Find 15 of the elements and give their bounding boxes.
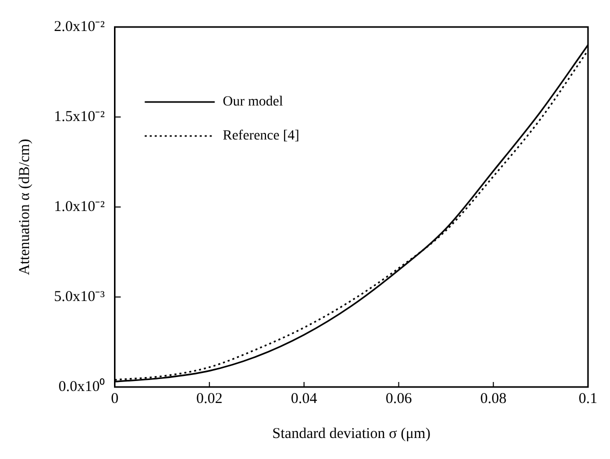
y-tick-label: 2.0x10⁻² — [54, 18, 106, 35]
x-tick-label: 0.02 — [196, 390, 223, 407]
x-tick-label: 0.08 — [480, 390, 506, 407]
x-tick-label: 0.06 — [386, 390, 412, 407]
y-tick-label: 1.0x10⁻² — [54, 198, 106, 215]
x-axis-title: Standard deviation σ (μm) — [272, 426, 430, 442]
y-tick-label: 0.0x10⁰ — [58, 378, 105, 395]
y-tick-label: 1.5x10⁻² — [54, 108, 106, 125]
y-axis-title: Attenuation α (dB/cm) — [16, 138, 33, 276]
y-tick-label: 5.0x10⁻³ — [54, 288, 106, 305]
x-tick-label: 0.1 — [578, 390, 598, 407]
legend-label: Our model — [222, 94, 284, 110]
x-tick-label: 0 — [110, 390, 118, 407]
x-tick-label: 0.04 — [290, 390, 318, 407]
legend-label: Reference [4] — [222, 128, 300, 144]
